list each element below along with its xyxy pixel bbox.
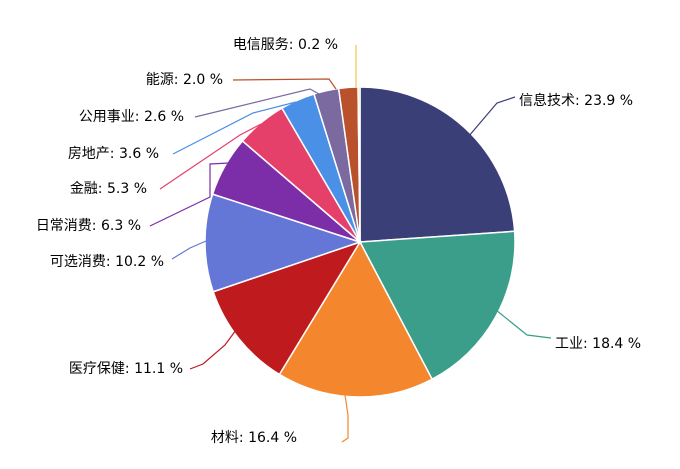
slice-label-8: 公用事业: 2.6 %	[79, 109, 184, 125]
slice-label-7: 房地产: 3.6 %	[68, 146, 159, 162]
leader-line-2	[341, 394, 349, 443]
pie-slice-10	[357, 86, 361, 243]
leader-line-0	[456, 96, 516, 151]
leader-line-9	[232, 78, 337, 90]
pie-slice-3	[212, 240, 362, 376]
pie-slice-1	[358, 230, 516, 381]
leader-line-6	[159, 123, 262, 190]
pie-slice-2	[278, 240, 434, 398]
slice-labels: 信息技术: 23.9 % 工业: 18.4 % 材料: 16.4 % 医疗保健: 11…	[36, 37, 641, 446]
leader-line-3	[189, 329, 237, 370]
slice-label-2: 材料: 16.4 %	[211, 430, 297, 446]
pie-slice-0	[359, 86, 516, 243]
leader-line-8	[194, 88, 320, 118]
leader-line-4	[171, 240, 207, 260]
slice-label-9: 能源: 2.0 %	[146, 72, 223, 88]
pie-slices	[204, 86, 516, 398]
slice-label-4: 可选消费: 10.2 %	[50, 254, 164, 270]
pie-slice-4	[204, 193, 363, 293]
slice-label-0: 信息技术: 23.9 %	[519, 92, 633, 109]
slice-label-3: 医疗保健: 11.1 %	[69, 361, 183, 377]
leader-line-1	[495, 309, 552, 339]
leader-line-5	[149, 162, 230, 227]
slice-label-6: 金融: 5.3 %	[70, 181, 147, 197]
slice-label-10: 电信服务: 0.2 %	[233, 37, 338, 53]
slice-label-5: 日常消费: 6.3 %	[36, 218, 141, 234]
leader-lines	[149, 45, 552, 443]
leader-line-7	[172, 101, 297, 155]
slice-label-1: 工业: 18.4 %	[555, 336, 641, 352]
